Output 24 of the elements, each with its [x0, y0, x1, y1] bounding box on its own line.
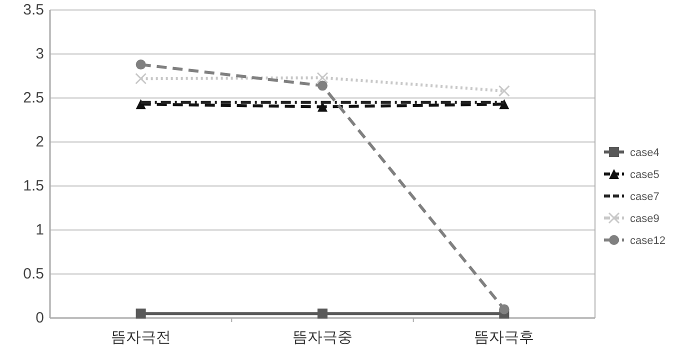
- y-tick-label: 0.5: [23, 266, 44, 282]
- x-tick-label: 뜸자극후: [474, 329, 534, 346]
- point: [135, 72, 147, 84]
- point: [318, 308, 328, 319]
- y-tick-label: 3: [36, 46, 44, 62]
- legend-label: case7: [630, 191, 660, 203]
- point: [498, 85, 510, 97]
- point: [136, 60, 146, 70]
- x-tick-label: 뜸자극전: [110, 329, 171, 346]
- legend-label: case5: [630, 169, 660, 181]
- legend-label: case12: [630, 235, 666, 247]
- point: [136, 308, 146, 319]
- point: [318, 80, 328, 91]
- y-tick-label: 2: [36, 134, 44, 150]
- legend-label: case9: [630, 213, 660, 225]
- legend-label: case4: [630, 147, 660, 159]
- point: [316, 72, 328, 84]
- point: [499, 304, 510, 314]
- y-tick-label: 2.5: [23, 90, 44, 106]
- y-tick-label: 1: [36, 222, 44, 238]
- y-tick-label: 3.5: [23, 2, 44, 18]
- y-tick-label: 1.5: [23, 178, 44, 194]
- y-tick-label: 0: [36, 310, 44, 326]
- x-tick-label: 뜸자극중: [292, 329, 352, 346]
